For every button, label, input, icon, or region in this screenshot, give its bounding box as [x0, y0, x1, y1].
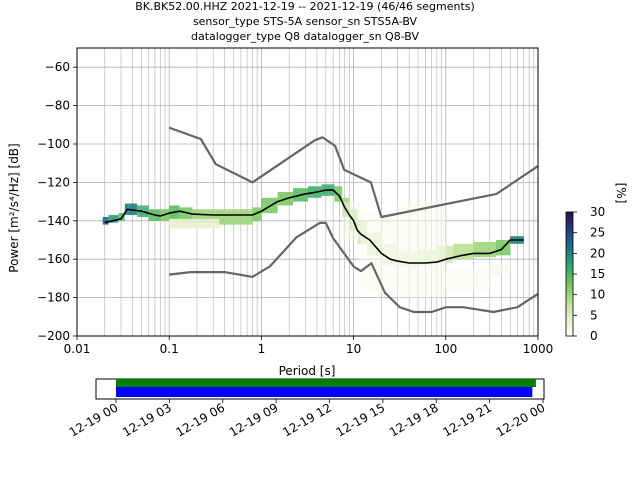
timeline-tick-label: 12-19 12	[280, 400, 334, 439]
timeline-ticks: 12-19 00 12-19 03 12-19 06 12-19 09 12-19 12…	[67, 399, 548, 440]
series-line-median	[104, 189, 524, 264]
colorbar-tick-label: 25	[590, 226, 605, 240]
density-cell	[233, 209, 253, 225]
series-line-nlnm	[169, 221, 539, 314]
timeline-tick-label: 12-19 03	[120, 400, 174, 439]
timeline-tick-label: 12-19 21	[440, 400, 494, 439]
timeline-tick-label: 12-19 00	[67, 400, 121, 439]
plot-area: 0.01 0.1 1 10 100 1000 −200 −180 −160 −140 −120 −1…	[37, 47, 554, 356]
series-line-nhnm	[168, 126, 539, 219]
density-cell	[473, 241, 496, 258]
timeline-green-bar	[116, 379, 536, 387]
colorbar-tick-label: 20	[590, 246, 605, 260]
density-cell	[445, 268, 490, 290]
chart-title-line-1: BK.BK52.00.HHZ 2021-12-19 -- 2021-12-19 …	[135, 0, 475, 13]
timeline: 12-19 00 12-19 03 12-19 06 12-19 09 12-19 12…	[67, 378, 548, 440]
colorbar-gradient	[565, 211, 574, 337]
density-cell	[108, 215, 119, 223]
density-cell	[489, 263, 511, 275]
x-tick-label: 1	[258, 342, 266, 356]
x-axis-ticks: 0.01 0.1 1 10 100 1000	[64, 336, 554, 356]
timeline-tick-label: 12-19 09	[227, 400, 281, 439]
density-cell	[261, 197, 278, 214]
timeline-tick-label: 12-19 06	[174, 400, 228, 439]
x-tick-label: 1000	[523, 342, 554, 356]
colorbar-ticks: 0 5 10 15 20 25 30	[573, 205, 605, 343]
timeline-tick-label: 12-19 15	[334, 400, 388, 439]
timeline-tick-label: 12-19 18	[387, 400, 441, 439]
x-tick-label: 10	[346, 342, 361, 356]
density-cell	[102, 216, 109, 225]
y-tick-label: −200	[37, 329, 70, 343]
y-tick-label: −140	[37, 214, 70, 228]
chart-title-line-3: datalogger_type Q8 datalogger_sn Q8-BV	[191, 30, 419, 43]
y-axis-label: Power [m²/s⁴/Hz] [dB]	[7, 143, 21, 272]
colorbar-tick-label: 15	[590, 267, 605, 281]
colorbar-tick-label: 30	[590, 205, 605, 219]
y-tick-label: −160	[37, 252, 70, 266]
colorbar-tick-label: 10	[590, 288, 605, 302]
colorbar-tick-label: 0	[590, 329, 598, 343]
density-cell	[453, 243, 474, 260]
chart-title-line-2: sensor_type STS-5A sensor_sn STS5A-BV	[193, 15, 418, 28]
timeline-blue-bar	[116, 387, 533, 397]
y-tick-label: −180	[37, 291, 70, 305]
density-cell	[169, 218, 220, 229]
colorbar-tick-label: 5	[590, 308, 598, 322]
x-tick-label: 0.01	[64, 342, 91, 356]
curves	[104, 126, 539, 314]
y-tick-label: −60	[45, 60, 70, 74]
plot-frame	[76, 47, 539, 337]
y-tick-label: −120	[37, 175, 70, 189]
x-tick-label: 0.1	[160, 342, 179, 356]
x-axis-label: Period [s]	[279, 364, 336, 378]
density-cell	[397, 201, 446, 298]
density-cell	[252, 207, 262, 221]
y-axis-ticks: −200 −180 −160 −140 −120 −100 −80 −60	[37, 60, 77, 343]
colorbar-label: [%]	[614, 183, 628, 204]
timeline-tick-label: 12-20 00	[494, 400, 548, 439]
x-tick-label: 100	[434, 342, 457, 356]
y-tick-label: −80	[45, 99, 70, 113]
colorbar: 0 5 10 15 20 25 30 [%]	[565, 183, 628, 343]
density-cells	[102, 184, 524, 298]
y-tick-label: −100	[37, 137, 70, 151]
density-cell	[179, 207, 193, 221]
